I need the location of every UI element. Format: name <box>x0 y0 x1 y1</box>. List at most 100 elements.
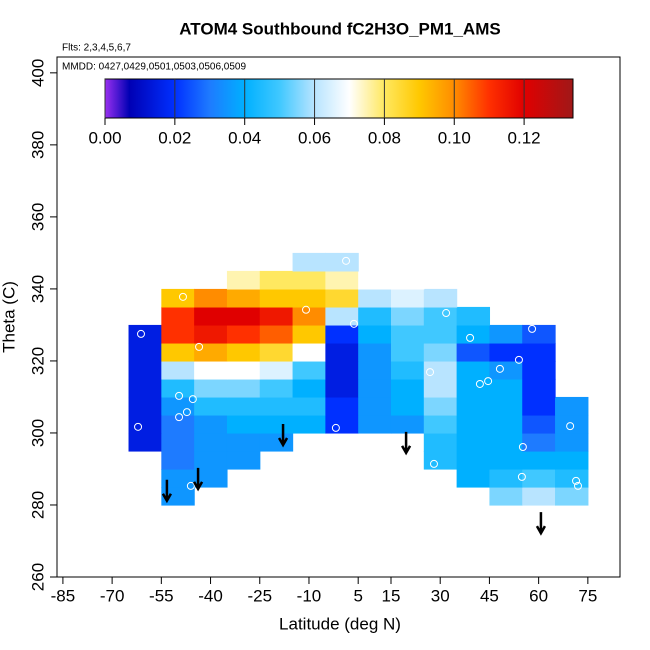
x-tick-label: 45 <box>480 586 499 605</box>
observation-point <box>518 443 527 451</box>
heatmap-cell <box>194 324 228 344</box>
heatmap-cell <box>161 432 195 452</box>
heatmap-cell <box>456 450 491 470</box>
heatmap-cell <box>128 324 162 344</box>
heatmap-cell <box>456 468 491 488</box>
heatmap-cell <box>456 378 491 398</box>
heatmap-cell <box>325 396 359 416</box>
heatmap-cell <box>194 306 228 326</box>
heatmap-cell <box>423 360 458 380</box>
heatmap-cell <box>423 396 458 416</box>
heatmap-cell <box>226 306 261 326</box>
heatmap-cell <box>522 324 556 344</box>
heatmap-cell <box>292 324 326 344</box>
heatmap-cell <box>522 396 556 416</box>
heatmap-cell <box>489 378 523 398</box>
heatmap-cell <box>489 324 523 344</box>
heatmap-cell <box>161 324 195 344</box>
heatmap-cell <box>489 414 523 434</box>
heatmap-cell <box>259 396 294 416</box>
arrow <box>192 467 204 492</box>
x-tick-label: -55 <box>149 586 174 605</box>
heatmap-cell <box>259 270 294 290</box>
heatmap-cell <box>358 306 392 326</box>
observation-point <box>480 500 489 509</box>
heatmap-cell <box>292 378 326 398</box>
heatmap-cell <box>358 360 392 380</box>
heatmap-cell <box>259 432 294 452</box>
y-tick-label: 280 <box>28 491 47 519</box>
heatmap-cell <box>226 450 261 470</box>
heatmap-cell <box>226 288 261 308</box>
observation-point <box>349 319 358 328</box>
heatmap-cell <box>423 450 458 470</box>
heatmap-cell <box>194 414 228 434</box>
y-tick-label: 400 <box>28 59 47 87</box>
observation-point <box>574 481 583 490</box>
colorbar-tick-label: 0.02 <box>158 128 191 147</box>
observation-point <box>195 342 204 351</box>
heatmap-cell <box>325 252 359 272</box>
heatmap-cell <box>390 288 425 308</box>
heatmap-cell <box>259 342 294 362</box>
arrow <box>277 423 289 448</box>
heatmap-cell <box>259 324 294 344</box>
heatmap-cell <box>161 414 195 434</box>
heatmap-cell <box>161 342 195 362</box>
heatmap-cell <box>522 360 556 380</box>
heatmap-cell <box>555 432 589 452</box>
heatmap-cell <box>489 342 523 362</box>
heatmap-cell <box>128 342 162 362</box>
heatmap-cell <box>489 396 523 416</box>
heatmap-cell <box>292 288 326 308</box>
x-tick-label: 60 <box>529 586 548 605</box>
heatmap-cell <box>456 414 491 434</box>
observation-point <box>572 476 581 485</box>
x-tick-label: -70 <box>100 586 125 605</box>
heatmap-cell <box>522 486 556 506</box>
heatmap-cell <box>555 450 589 470</box>
heatmap-cell <box>390 378 425 398</box>
y-axis-label: Theta (C) <box>0 281 18 353</box>
heatmap-cell <box>161 288 195 308</box>
heatmap-cell <box>423 324 458 344</box>
arrow-shape <box>535 512 547 536</box>
heatmap-cell <box>390 324 425 344</box>
x-tick-label: 75 <box>578 586 597 605</box>
arrow-shape <box>401 431 412 456</box>
arrow <box>535 512 547 536</box>
arrow <box>161 479 172 504</box>
heatmap-cell <box>555 396 589 416</box>
heatmap-cell <box>226 342 261 362</box>
heatmap-cell <box>194 288 228 308</box>
heatmap-cell <box>194 378 228 398</box>
x-tick-label: 30 <box>431 586 450 605</box>
heatmap-cell <box>522 432 556 452</box>
heatmap-cell <box>128 396 162 416</box>
colorbar-tick-label: 0.06 <box>298 128 331 147</box>
observation-point <box>466 333 475 342</box>
heatmap-cell <box>161 378 195 398</box>
heatmap-cell <box>423 306 458 326</box>
heatmap-cell <box>522 450 556 470</box>
heatmap-cell <box>358 414 392 434</box>
heatmap-cell <box>390 414 425 434</box>
heatmap-cell <box>390 396 425 416</box>
heatmap-cell <box>489 468 523 488</box>
heatmap-cell <box>194 360 228 380</box>
heatmap-cell <box>358 378 392 398</box>
y-tick-label: 380 <box>28 131 47 159</box>
heatmap-cell <box>325 288 359 308</box>
observation-point <box>566 422 575 431</box>
heatmap-cell <box>489 432 523 452</box>
heatmap-cell <box>226 324 261 344</box>
heatmap-cell <box>489 450 523 470</box>
heatmap-cell <box>358 288 392 308</box>
heatmap-cell <box>456 306 491 326</box>
arrow-shape <box>161 479 172 504</box>
heatmap-cell <box>555 414 589 434</box>
heatmap-cell <box>358 324 392 344</box>
observation-point <box>517 472 526 481</box>
observation-point <box>342 256 351 265</box>
